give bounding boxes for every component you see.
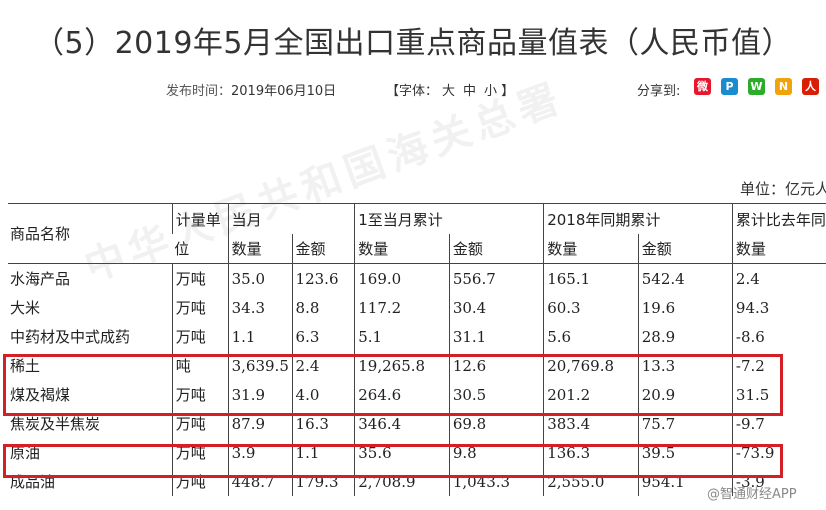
header-qty: 数量 [543, 234, 639, 264]
current-qty: 3.9 [227, 438, 293, 467]
header-current-month: 当月 [227, 203, 355, 234]
font-size-switcher: 【字体：大中小】 [386, 80, 514, 99]
prev-year-amount: 28.9 [637, 322, 733, 351]
tencent-weibo-icon[interactable]: P [721, 78, 738, 95]
commodity-name: 水海产品 [10, 270, 71, 288]
commodity-name: 原油 [10, 444, 41, 462]
unit-label: 单位：亿元人 [740, 180, 826, 198]
prev-year-qty: 165.1 [543, 263, 639, 293]
cumulative-amount: 30.5 [448, 380, 544, 409]
cumulative-amount: 30.4 [448, 293, 544, 322]
current-amount: 6.3 [291, 322, 355, 351]
table-subheader-row: 位 数量 金额 数量 金额 数量 金额 数量 [8, 234, 826, 264]
font-size-close: 】 [501, 84, 515, 99]
header-unit-line1: 计量单 [171, 203, 229, 234]
yoy-change: -8.6 [731, 322, 826, 351]
yoy-change: -73.9 [731, 438, 826, 467]
unit: 万吨 [171, 380, 229, 409]
renren-icon[interactable]: 人 [802, 78, 819, 95]
current-amount: 8.8 [291, 293, 355, 322]
current-qty: 1.1 [227, 322, 293, 351]
prev-year-amount: 542.4 [637, 263, 733, 293]
commodity-name: 焦炭及半焦炭 [10, 415, 101, 433]
header-qty: 数量 [354, 234, 450, 264]
article-meta-bar: 发布时间：2019年06月10日 【字体：大中小】 分享到: [0, 80, 826, 100]
publish-date: 2019年06月10日 [231, 84, 337, 99]
cumulative-qty: 169.0 [354, 263, 450, 293]
font-size-small-link[interactable]: 小 [484, 84, 498, 99]
unit: 万吨 [171, 293, 229, 322]
current-qty: 34.3 [227, 293, 293, 322]
news-icon[interactable]: N [775, 78, 792, 95]
table-header-row: 商品名称 计量单 当月 1至当月累计 2018年同期累计 累计比去年同 [8, 203, 826, 264]
commodity-name: 稀土 [10, 357, 41, 375]
header-unit-line2: 位 [172, 234, 229, 264]
yoy-change: 31.5 [731, 380, 826, 409]
header-yoy: 累计比去年同 [731, 203, 826, 234]
header-amount: 金额 [448, 234, 544, 264]
table-row: 大米 万吨 34.3 8.8 117.2 30.4 60.3 19.6 94.3 [8, 293, 826, 322]
highlight-box-crude-oil [3, 444, 783, 478]
header-qty: 数量 [227, 234, 293, 264]
current-amount: 123.6 [291, 263, 355, 293]
source-watermark: @智通财经APP [707, 487, 797, 502]
cumulative-amount: 9.8 [448, 438, 544, 467]
cumulative-amount: 556.7 [448, 263, 544, 293]
unit: 万吨 [171, 322, 229, 351]
header-prev-year: 2018年同期累计 [543, 203, 733, 234]
cumulative-qty: 117.2 [354, 293, 450, 322]
table-row: 中药材及中式成药 万吨 1.1 6.3 5.1 31.1 5.6 28.9 -8.6 [8, 322, 826, 351]
cumulative-amount: 31.1 [448, 322, 544, 351]
prev-year-amount: 19.6 [637, 293, 733, 322]
cumulative-qty: 264.6 [354, 380, 450, 409]
table-row: 水海产品 万吨 35.0 123.6 169.0 556.7 165.1 542.4 2.4 [8, 263, 826, 293]
cumulative-qty: 5.1 [354, 322, 450, 351]
unit: 万吨 [171, 438, 229, 467]
table-row: 成品油 万吨 448.7 179.3 2,708.9 1,043.3 2,555.0 954.… [8, 467, 826, 496]
font-size-large-link[interactable]: 大 [442, 84, 456, 99]
prev-year-qty: 136.3 [543, 438, 639, 467]
current-qty: 31.9 [227, 380, 293, 409]
cumulative-qty: 2,708.9 [354, 467, 450, 496]
highlight-box-rare-earth-coal [3, 354, 783, 416]
prev-year-qty: 201.2 [543, 380, 639, 409]
page-title: （5）2019年5月全国出口重点商品量值表（人民币值） [33, 26, 793, 61]
prev-year-qty: 60.3 [543, 293, 639, 322]
yoy-change: 94.3 [731, 293, 826, 322]
font-size-medium-link[interactable]: 中 [463, 84, 477, 99]
header-cumulative: 1至当月累计 [354, 203, 544, 234]
header-qty: 数量 [731, 234, 826, 264]
font-size-label: 【字体： [386, 84, 439, 99]
prev-year-amount: 39.5 [637, 438, 733, 467]
header-amount: 金额 [637, 234, 733, 264]
commodity-name: 中药材及中式成药 [10, 328, 131, 346]
prev-year-amount: 20.9 [637, 380, 733, 409]
header-commodity-name: 商品名称 [8, 203, 173, 264]
cumulative-qty: 35.6 [354, 438, 450, 467]
share-label: 分享到: [637, 84, 681, 99]
current-qty: 35.0 [227, 263, 293, 293]
cumulative-amount: 1,043.3 [448, 467, 544, 496]
prev-year-amount: 954.1 [637, 467, 733, 496]
weibo-icon[interactable]: 微 [694, 78, 711, 95]
yoy-change: 2.4 [731, 263, 826, 293]
current-amount: 4.0 [291, 380, 355, 409]
current-amount: 1.1 [291, 438, 355, 467]
header-amount: 金额 [291, 234, 355, 264]
publish-info: 发布时间：2019年06月10日 [166, 80, 336, 99]
prev-year-qty: 5.6 [543, 322, 639, 351]
commodity-name: 大米 [10, 299, 41, 317]
publish-label: 发布时间： [166, 84, 232, 99]
table-row: 煤及褐煤 万吨 31.9 4.0 264.6 30.5 201.2 20.9 31.5 [8, 380, 826, 409]
unit: 万吨 [171, 263, 229, 293]
wechat-icon[interactable]: W [748, 78, 765, 95]
commodity-name: 煤及褐煤 [10, 386, 71, 404]
table-row: 原油 万吨 3.9 1.1 35.6 9.8 136.3 39.5 -73.9 [8, 438, 826, 467]
